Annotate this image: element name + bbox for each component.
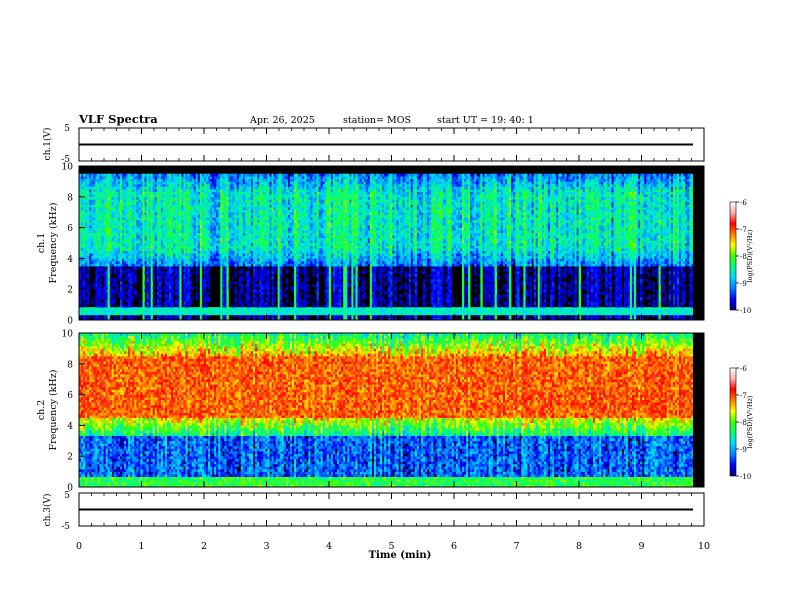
colorbar-tick: -7 — [740, 226, 747, 234]
ytick-label: 2 — [67, 286, 73, 296]
colorbar-tick: -9 — [740, 446, 747, 454]
xtick-label: 4 — [326, 541, 332, 552]
ytick-label: 4 — [67, 422, 73, 432]
ch2-spec-ylabel-freq: Frequency (kHz) — [48, 370, 59, 451]
ch3-ytick-bottom: -5 — [61, 522, 70, 532]
ytick-label: 2 — [67, 453, 73, 463]
xtick-label: 3 — [263, 541, 269, 552]
xtick-label: 6 — [451, 541, 457, 552]
ytick-label: 0 — [67, 317, 73, 327]
station-label: station= MOS — [343, 115, 411, 126]
ch2-colorbar: -6 -7 -8 -9 -10 log(PSD)(V²/Hz) — [729, 365, 754, 481]
colorbar-tick: -8 — [740, 253, 747, 261]
xtick-label: 10 — [698, 541, 710, 552]
ch1-spec-ylabel-freq: Frequency (kHz) — [48, 203, 59, 284]
ytick-label: 10 — [62, 163, 74, 173]
ytick-label: 8 — [67, 360, 73, 370]
colorbar-tick: -8 — [740, 419, 747, 427]
ch1-ytick-top: 5 — [64, 124, 70, 134]
ch1-spec-ylabel-channel: ch.1 — [36, 233, 47, 254]
ytick-label: 4 — [67, 255, 73, 265]
colorbar-tick: -9 — [740, 280, 747, 288]
ytick-label: 6 — [67, 391, 73, 401]
colorbar-label: log(PSD)(V²/Hz) — [746, 229, 754, 282]
ch1-ytick-bottom: -5 — [61, 155, 70, 165]
xtick-label: 9 — [638, 541, 644, 552]
chart-title: VLF Spectra — [79, 112, 158, 126]
ytick-label: 0 — [67, 484, 73, 494]
panel-ch1-spectrogram: ch.1 Frequency (kHz) 0 2 4 6 8 10 — [36, 163, 705, 327]
ch1-colorbar: -6 -7 -8 -9 -10 log(PSD)(V²/Hz) — [729, 199, 754, 315]
ch1-spectrogram-image — [79, 173, 693, 320]
xtick-label: 0 — [76, 541, 82, 552]
ch2-spec-ylabel-channel: ch.2 — [36, 400, 47, 421]
xtick-label: 8 — [576, 541, 582, 552]
colorbar-tick: -10 — [740, 307, 751, 315]
x-axis-label: Time (min) — [369, 550, 432, 561]
ch3-voltage-ylabel: ch.3(V) — [42, 494, 53, 527]
colorbar-tick: -7 — [740, 392, 747, 400]
ytick-label: 8 — [67, 193, 73, 203]
date-label: Apr. 26, 2025 — [250, 115, 315, 126]
colorbar-tick: -6 — [740, 365, 747, 373]
panel-ch2-spectrogram: ch.2 Frequency (kHz) 0 2 4 6 8 10 — [36, 330, 705, 494]
xtick-label: 1 — [138, 541, 144, 552]
ytick-label: 10 — [62, 330, 74, 340]
ch1-voltage-ylabel: ch.1(V) — [42, 128, 53, 161]
ch2-spec-yticks: 0 2 4 6 8 10 — [62, 330, 85, 494]
xtick-label: 2 — [201, 541, 207, 552]
xtick-label: 5 — [388, 541, 394, 552]
start-time-label: start UT = 19: 40: 1 — [437, 115, 534, 126]
colorbar-bar — [729, 367, 737, 477]
xtick-label: 7 — [513, 541, 519, 552]
ch2-spectrogram-image — [79, 333, 693, 487]
colorbar-bar — [729, 201, 737, 311]
x-axis: 0 1 2 3 4 5 6 7 8 9 10 — [76, 128, 710, 552]
colorbar-label: log(PSD)(V²/Hz) — [746, 395, 754, 448]
ch1-spec-yticks: 0 2 4 6 8 10 — [62, 163, 85, 327]
ch3-ytick-top: 5 — [64, 491, 70, 501]
ytick-label: 6 — [67, 224, 73, 234]
colorbar-tick: -10 — [740, 473, 751, 481]
colorbar-tick: -6 — [740, 199, 747, 207]
